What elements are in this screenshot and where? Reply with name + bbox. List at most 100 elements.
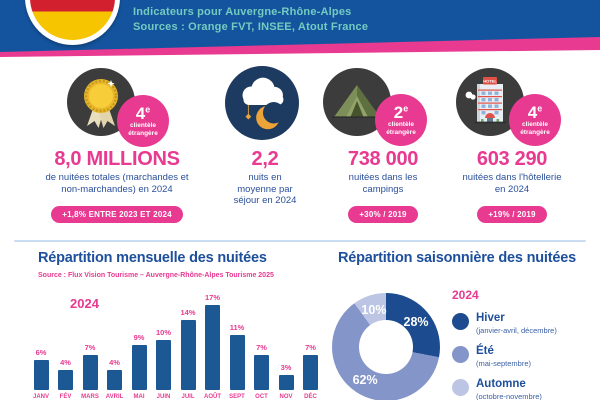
bar-OCT xyxy=(254,355,269,390)
bar-month-label: JUIL xyxy=(181,393,195,400)
stat-value: 738 000 xyxy=(347,148,419,170)
foreign-clientele-rank-badge: 4e clientèle étrangère xyxy=(117,95,169,147)
legend-year-label: 2024 xyxy=(452,288,479,302)
badge-line2: étrangère xyxy=(520,129,550,136)
badge-line1: clientèle xyxy=(387,121,414,128)
badge-line2: étrangère xyxy=(386,129,416,136)
legend-dot xyxy=(452,346,469,363)
header-text: Indicateurs pour Auvergne-Rhône-Alpes So… xyxy=(133,5,368,35)
badge-line1: clientèle xyxy=(521,121,548,128)
bar-MARS xyxy=(82,355,98,390)
bar-JUIL xyxy=(180,320,196,390)
stat-description: de nuitées totales (marchandes et non-ma… xyxy=(45,172,189,195)
legend-sublabel: (octobre-novembre) xyxy=(476,392,542,400)
stat-change-pill: +19% / 2019 xyxy=(477,206,547,223)
seasonal-section-title: Répartition saisonnière des nuitées xyxy=(338,250,576,266)
section-divider xyxy=(14,240,586,242)
rank-number: 4e xyxy=(135,103,151,123)
bar-SEPT xyxy=(229,335,245,390)
stat-icon-row: HOTEL 4e xyxy=(442,66,582,148)
flag-stripes xyxy=(30,0,115,40)
bar-DÉC xyxy=(303,355,318,390)
stat-value: 603 290 xyxy=(476,148,548,170)
bar-value-label: 17% xyxy=(204,293,220,302)
bar-JANV xyxy=(33,360,49,390)
night-icon xyxy=(225,66,299,140)
stat-change-pill: +30% / 2019 xyxy=(348,206,418,223)
donut-hole xyxy=(359,320,413,374)
legend-sublabel: (mai-septembre) xyxy=(476,359,532,368)
rank-number: 4e xyxy=(527,102,543,122)
bar-chart-year-label: 2024 xyxy=(70,296,99,311)
badge-line2: étrangère xyxy=(128,130,158,137)
bar-month-label: NOV xyxy=(279,393,293,400)
monthly-bar-chart: 2024 6% JANV 4% FÉV 7% MARS 4% AVRIL 9% MAI 10% JUI… xyxy=(18,288,330,400)
hotel-icon: HOTEL xyxy=(456,68,524,136)
bar-AOÛT xyxy=(205,305,220,390)
foreign-clientele-rank-badge: 2e clientèle étrangère xyxy=(375,94,427,146)
stat-average-stay: 2,2 nuits en moyenne par séjour en 2024 xyxy=(206,66,324,207)
stat-change-pill: +1,8% ENTRE 2023 ET 2024 xyxy=(51,206,183,223)
bar-value-label: 7% xyxy=(256,343,267,352)
bar-month-label: AVRIL xyxy=(105,393,124,400)
legend-entry-été: Été (mai-septembre) xyxy=(452,345,598,368)
legend-entries: Hiver (janvier-avril, décembre) Été (mai-se… xyxy=(452,312,598,400)
header-subtitle: Indicateurs pour Auvergne-Rhône-Alpes xyxy=(133,6,352,18)
bar-value-label: 14% xyxy=(180,308,196,317)
bar-value-label: 3% xyxy=(280,363,292,372)
bar-month-label: MARS xyxy=(81,393,99,400)
bar-value-label: 9% xyxy=(133,333,145,342)
bar-month-label: JANV xyxy=(32,393,49,400)
bar-month-label: FÉV xyxy=(59,393,72,400)
bar-NOV xyxy=(278,375,294,390)
bar-MAI xyxy=(131,345,147,390)
foreign-clientele-rank-badge: 4e clientèle étrangère xyxy=(509,94,561,146)
monthly-section-title: Répartition mensuelle des nuitées xyxy=(38,250,267,266)
header-sources: Sources : Orange FVT, INSEE, Atout Franc… xyxy=(133,21,369,33)
monthly-section-source: Source : Flux Vision Tourisme – Auvergne… xyxy=(38,272,274,279)
stat-description: nuitées dans l'hôtellerie en 2024 xyxy=(462,172,562,195)
legend-sublabel: (janvier-avril, décembre) xyxy=(476,326,557,335)
stat-icon-row xyxy=(206,66,324,148)
stat-icon-row: 2e clientèle étrangère xyxy=(323,66,442,148)
bar-value-label: 4% xyxy=(109,358,120,367)
badge-line1: clientèle xyxy=(129,122,156,129)
bar-value-label: 11% xyxy=(229,323,245,332)
bar-value-label: 6% xyxy=(35,348,47,357)
bar-month-label: OCT xyxy=(255,393,268,400)
stat-value: 2,2 xyxy=(251,148,279,170)
stat-value: 8,0 MILLIONS xyxy=(54,148,180,170)
stat-description: nuits en moyenne par séjour en 2024 xyxy=(233,172,297,206)
bar-month-label: SEPT xyxy=(229,393,245,400)
bar-value-label: 4% xyxy=(60,358,71,367)
stat-total-nights: 4e clientèle étrangère 8,0 MILLIONS de n… xyxy=(28,66,206,223)
bar-value-label: 7% xyxy=(305,343,316,352)
svg-text:HOTEL: HOTEL xyxy=(483,79,497,84)
legend-dot xyxy=(452,379,469,396)
bar-value-label: 7% xyxy=(84,343,96,352)
legend-label: Été xyxy=(476,345,494,357)
stat-camping-nights: 2e clientèle étrangère 738 000 nuitées d… xyxy=(323,66,442,223)
donut-slice-label-été: 62% xyxy=(352,372,378,387)
stat-description: nuitées dans les campings xyxy=(348,172,418,195)
bar-FÉV xyxy=(58,370,73,390)
stat-hotel-nights: HOTEL 4e xyxy=(442,66,582,223)
stat-icon-row: 4e clientèle étrangère xyxy=(28,66,206,148)
bar-JUIN xyxy=(156,340,171,390)
legend-dot xyxy=(452,313,469,330)
bar-value-label: 10% xyxy=(155,328,171,337)
bar-AVRIL xyxy=(107,370,122,390)
seasonal-legend: 2024 Hiver (janvier-avril, décembre) Été (m… xyxy=(452,288,598,400)
tent-icon xyxy=(323,68,391,136)
donut-slice-label-automne: 10% xyxy=(361,302,387,317)
legend-label: Automne xyxy=(476,378,526,390)
seasonal-donut-chart: 28% 62% 10% xyxy=(332,293,440,400)
rank-number: 2e xyxy=(393,102,409,122)
bar-month-label: MAI xyxy=(133,393,145,400)
legend-label: Hiver xyxy=(476,312,505,324)
legend-entry-hiver: Hiver (janvier-avril, décembre) xyxy=(452,312,598,335)
bar-month-label: DÉC xyxy=(304,393,317,400)
bar-month-label: JUIN xyxy=(156,393,171,400)
bar-month-label: AOÛT xyxy=(204,393,221,400)
